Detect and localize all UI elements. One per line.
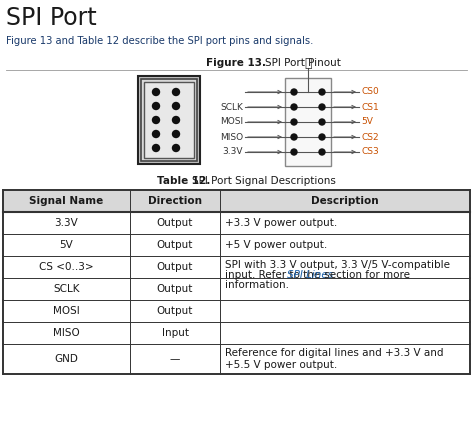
Text: CS3: CS3 bbox=[361, 148, 379, 156]
Circle shape bbox=[152, 145, 159, 151]
Circle shape bbox=[152, 103, 159, 109]
Bar bbox=[144, 82, 194, 158]
Bar bbox=[141, 79, 197, 161]
Circle shape bbox=[319, 89, 325, 95]
Circle shape bbox=[152, 131, 159, 137]
Circle shape bbox=[291, 149, 297, 155]
Text: SPI Port Signal Descriptions: SPI Port Signal Descriptions bbox=[192, 176, 336, 186]
Text: MOSI: MOSI bbox=[220, 117, 243, 126]
Text: Figure 13.: Figure 13. bbox=[206, 58, 266, 68]
Circle shape bbox=[173, 117, 179, 123]
Text: Signal Name: Signal Name bbox=[29, 196, 104, 206]
Text: 3.3V: 3.3V bbox=[222, 148, 243, 156]
Text: CS0: CS0 bbox=[361, 87, 379, 97]
Text: Output: Output bbox=[157, 306, 193, 316]
Circle shape bbox=[291, 104, 297, 110]
Text: SPI Lines: SPI Lines bbox=[287, 270, 333, 280]
Bar bbox=[285, 78, 331, 166]
Circle shape bbox=[173, 103, 179, 109]
Text: CS2: CS2 bbox=[361, 132, 378, 142]
Text: input. Refer to the: input. Refer to the bbox=[225, 270, 324, 280]
Text: +5 V power output.: +5 V power output. bbox=[225, 240, 327, 250]
Text: SPI Port: SPI Port bbox=[6, 6, 97, 30]
Circle shape bbox=[291, 119, 297, 125]
Circle shape bbox=[319, 119, 325, 125]
Text: +3.3 V power output.: +3.3 V power output. bbox=[225, 218, 337, 228]
Bar bbox=[3, 190, 470, 374]
Text: SCLK: SCLK bbox=[220, 103, 243, 112]
Text: SCLK: SCLK bbox=[53, 284, 80, 294]
Text: SPI Port Pinout: SPI Port Pinout bbox=[265, 58, 341, 68]
Text: Reference for digital lines and +3.3 V and
+5.5 V power output.: Reference for digital lines and +3.3 V a… bbox=[225, 348, 444, 370]
Text: GND: GND bbox=[54, 354, 79, 364]
Text: Output: Output bbox=[157, 240, 193, 250]
Circle shape bbox=[291, 89, 297, 95]
Text: Table 12.: Table 12. bbox=[157, 176, 210, 186]
Text: Description: Description bbox=[311, 196, 379, 206]
Text: 5V: 5V bbox=[60, 240, 73, 250]
Text: Input: Input bbox=[161, 328, 189, 338]
Text: Output: Output bbox=[157, 218, 193, 228]
Text: Figure 13 and Table 12 describe the SPI port pins and signals.: Figure 13 and Table 12 describe the SPI … bbox=[6, 36, 314, 46]
Text: SPI with 3.3 V output, 3.3 V/5 V-compatible: SPI with 3.3 V output, 3.3 V/5 V-compati… bbox=[225, 260, 450, 270]
Circle shape bbox=[173, 89, 179, 95]
Text: 5V: 5V bbox=[361, 117, 373, 126]
Text: MISO: MISO bbox=[53, 328, 80, 338]
Text: —: — bbox=[170, 354, 180, 364]
Circle shape bbox=[319, 149, 325, 155]
Text: section for more: section for more bbox=[321, 270, 410, 280]
Circle shape bbox=[291, 134, 297, 140]
Text: MISO: MISO bbox=[220, 132, 243, 142]
Text: information.: information. bbox=[225, 280, 289, 290]
Bar bbox=[3, 190, 470, 212]
Text: Direction: Direction bbox=[148, 196, 202, 206]
Bar bbox=[138, 76, 200, 164]
Circle shape bbox=[173, 145, 179, 151]
Text: CS <0..3>: CS <0..3> bbox=[39, 262, 94, 272]
Circle shape bbox=[152, 117, 159, 123]
Text: Output: Output bbox=[157, 284, 193, 294]
Text: Output: Output bbox=[157, 262, 193, 272]
Circle shape bbox=[152, 89, 159, 95]
Circle shape bbox=[319, 104, 325, 110]
Text: MOSI: MOSI bbox=[53, 306, 80, 316]
Text: 3.3V: 3.3V bbox=[54, 218, 79, 228]
Circle shape bbox=[173, 131, 179, 137]
Circle shape bbox=[319, 134, 325, 140]
Text: ⏚: ⏚ bbox=[304, 57, 312, 70]
Text: CS1: CS1 bbox=[361, 103, 379, 112]
